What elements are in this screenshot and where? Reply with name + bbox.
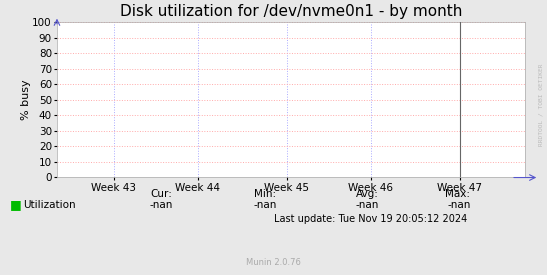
- Text: -nan: -nan: [150, 200, 173, 210]
- Text: -nan: -nan: [447, 200, 470, 210]
- Text: Cur:: Cur:: [150, 189, 172, 199]
- Text: Avg:: Avg:: [356, 189, 379, 199]
- Title: Disk utilization for /dev/nvme0n1 - by month: Disk utilization for /dev/nvme0n1 - by m…: [120, 4, 462, 20]
- Y-axis label: % busy: % busy: [21, 79, 31, 120]
- Text: Min:: Min:: [254, 189, 276, 199]
- Text: -nan: -nan: [254, 200, 277, 210]
- Text: Last update: Tue Nov 19 20:05:12 2024: Last update: Tue Nov 19 20:05:12 2024: [275, 214, 468, 224]
- Text: Utilization: Utilization: [23, 200, 75, 210]
- Text: -nan: -nan: [356, 200, 379, 210]
- Text: Munin 2.0.76: Munin 2.0.76: [246, 258, 301, 267]
- Text: RRDTOOL / TOBI OETIKER: RRDTOOL / TOBI OETIKER: [538, 63, 543, 146]
- Text: ■: ■: [10, 198, 21, 211]
- Text: Max:: Max:: [445, 189, 470, 199]
